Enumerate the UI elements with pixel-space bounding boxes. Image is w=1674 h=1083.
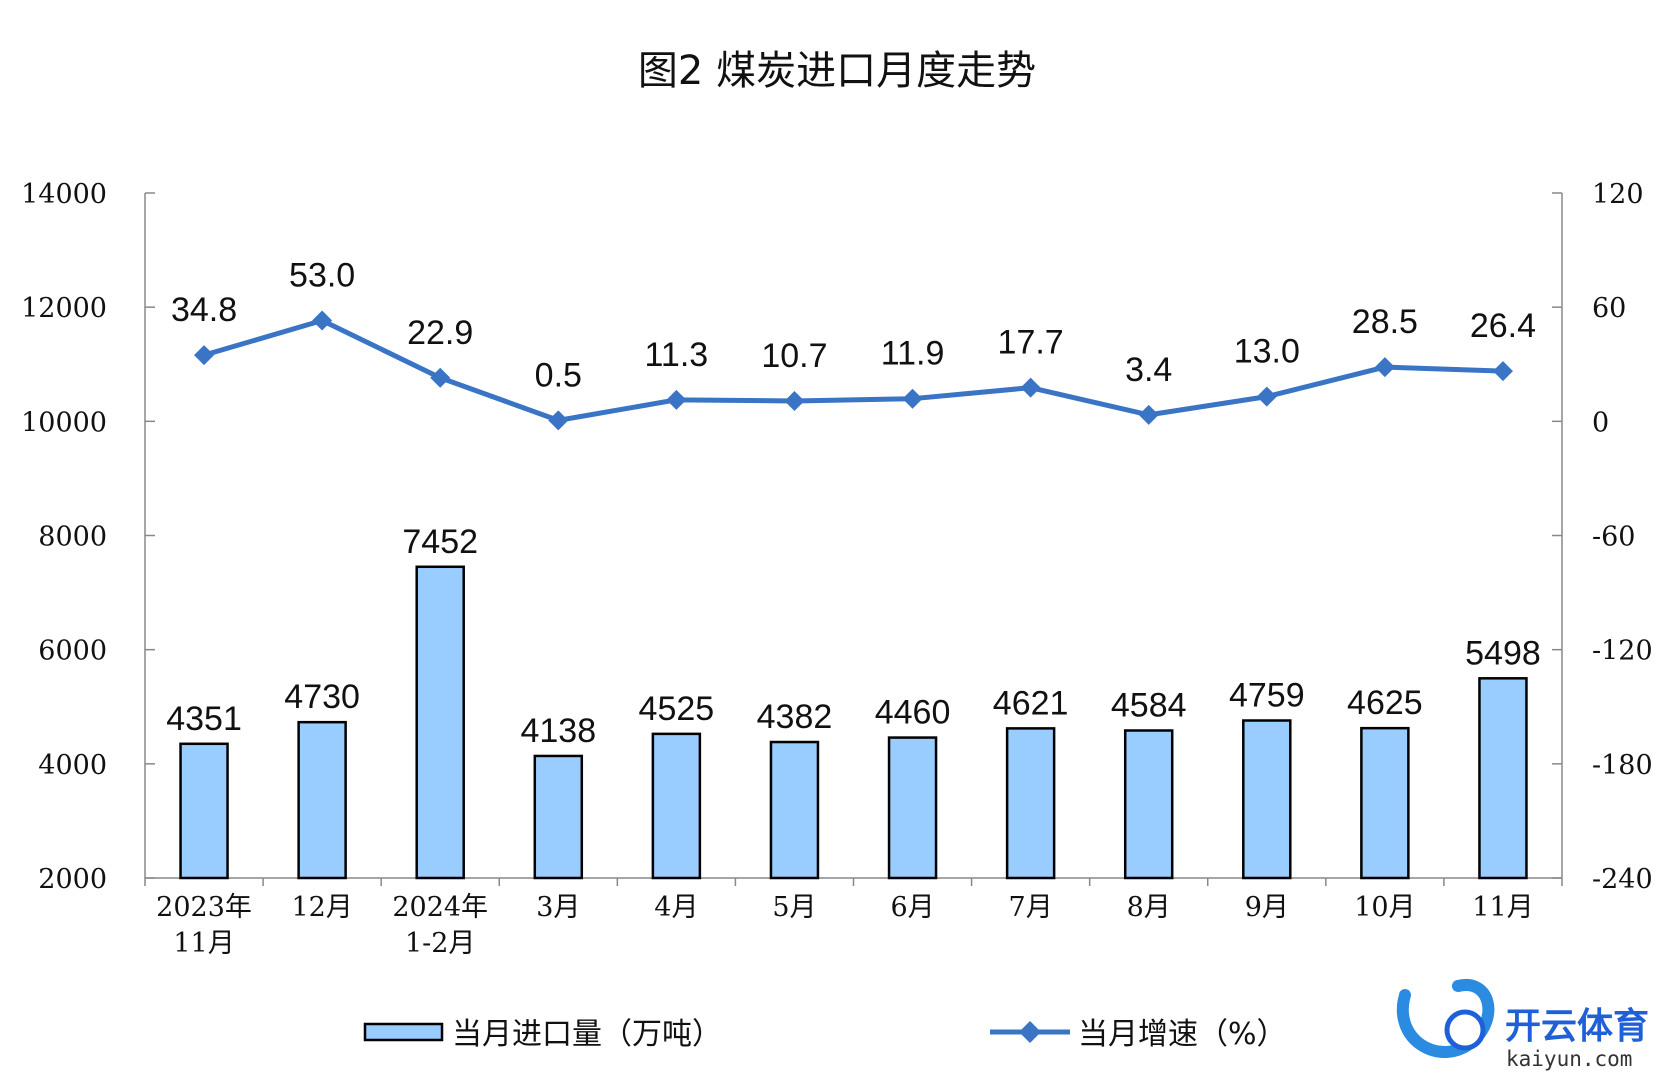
line-point-marker (666, 389, 687, 410)
x-category-label: 6月 (890, 892, 934, 923)
growth-line (203, 317, 1504, 423)
bar (651, 732, 702, 880)
x-category-label: 11月 (1472, 892, 1533, 923)
x-category-label: 12月 (291, 892, 352, 923)
line-point-marker (1492, 361, 1513, 382)
bar (769, 740, 820, 880)
line-value-label: 17.7 (998, 324, 1064, 362)
chart-title: 图2 煤炭进口月度走势 (638, 48, 1036, 94)
bar (1005, 727, 1056, 880)
bar-series (179, 565, 1528, 880)
line-point-marker (194, 345, 215, 366)
x-category-label: 8月 (1127, 892, 1171, 923)
legend-bar-swatch (363, 1022, 444, 1042)
line-value-label: 11.9 (881, 335, 945, 373)
bar-value-label: 4621 (993, 684, 1069, 722)
bar (415, 565, 465, 880)
left-tick-label: 4000 (38, 750, 107, 781)
line-value-label: 3.4 (1125, 351, 1172, 389)
line-value-label: 11.3 (645, 336, 709, 374)
left-tick-label: 14000 (21, 179, 107, 210)
watermark-subtext: kaiyun.com (1506, 1047, 1632, 1071)
bar (1360, 726, 1410, 880)
right-tick-label: -180 (1592, 750, 1653, 781)
x-category-label: 4月 (654, 892, 698, 923)
legend-line-marker (1019, 1021, 1041, 1043)
soccer-ball-icon (1444, 1009, 1486, 1051)
line-series (194, 310, 1513, 431)
bar-value-label: 4382 (757, 698, 833, 736)
bar-value-label: 4525 (639, 690, 715, 728)
x-category-label: 5月 (772, 892, 816, 923)
legend: 当月进口量（万吨） 当月增速（%） (363, 1017, 1287, 1052)
watermark-text: 开云体育 (1505, 1006, 1649, 1047)
line-point-marker (1256, 386, 1277, 407)
right-tick-label: -60 (1592, 522, 1635, 553)
right-tick-label: -240 (1592, 864, 1653, 895)
right-tick-label: 60 (1592, 293, 1626, 324)
line-value-label: 0.5 (535, 356, 582, 394)
left-tick-label: 2000 (38, 864, 107, 895)
x-category-label: 10月 (1354, 892, 1415, 923)
line-point-marker (784, 390, 805, 411)
bar (297, 720, 347, 880)
bar-value-label: 4138 (520, 712, 596, 750)
line-point-marker (548, 410, 569, 431)
right-tick-label: 120 (1592, 179, 1644, 210)
bar-value-label: 4584 (1111, 686, 1187, 724)
legend-line-label: 当月增速（%） (1078, 1017, 1287, 1052)
bar (179, 742, 229, 880)
x-category-label: 1-2月 (405, 928, 475, 959)
x-category-label: 9月 (1245, 892, 1289, 923)
bar-value-label: 4730 (284, 678, 360, 716)
line-point-marker (902, 388, 923, 409)
legend-bar-label: 当月进口量（万吨） (452, 1017, 722, 1052)
line-point-marker (312, 310, 333, 331)
x-category-label: 2023年 (156, 892, 252, 923)
bar-value-label: 5498 (1465, 634, 1541, 672)
x-category-label: 2024年 (392, 892, 488, 923)
line-value-label: 26.4 (1470, 307, 1536, 345)
bar (887, 736, 938, 880)
line-point-marker (430, 367, 451, 388)
x-category-label: 11月 (173, 928, 234, 959)
line-value-label: 34.8 (171, 291, 237, 329)
bar (1242, 719, 1292, 880)
bar (1123, 729, 1174, 880)
left-tick-label: 12000 (21, 293, 107, 324)
line-point-marker (1020, 377, 1041, 398)
bar (1478, 677, 1528, 880)
x-category-label: 7月 (1009, 892, 1053, 923)
watermark-logo: 开云体育 kaiyun.com (1396, 979, 1649, 1071)
line-value-label: 53.0 (289, 256, 355, 294)
left-tick-label: 10000 (21, 407, 107, 438)
axes: 2000 4000 6000 8000 10000 12000 14000 -240 -180 -… (21, 179, 1653, 895)
line-value-label: 13.0 (1234, 333, 1300, 371)
line-point-marker (1138, 404, 1159, 425)
x-axis-labels: 2023年 11月 12月 2024年 1-2月 3月 4月 5月 6月 7月 8月 9月 10月 11月 (156, 892, 1533, 959)
x-category-label: 3月 (536, 892, 580, 923)
left-tick-label: 8000 (38, 522, 107, 553)
line-point-marker (1374, 357, 1395, 378)
bar-value-label: 4759 (1229, 677, 1305, 715)
line-value-label: 10.7 (761, 337, 827, 375)
bar-value-label: 4625 (1347, 684, 1423, 722)
bar-value-label: 7452 (402, 523, 478, 561)
right-tick-label: -120 (1592, 636, 1653, 667)
line-value-label: 28.5 (1352, 303, 1418, 341)
bar (533, 754, 584, 880)
data-labels: 4351 4730 7452 4138 4525 4382 4460 4621 4584 4759… (166, 256, 1541, 749)
bar-value-label: 4460 (875, 694, 951, 732)
left-tick-label: 6000 (38, 636, 107, 667)
bar-value-label: 4351 (166, 700, 242, 738)
line-value-label: 22.9 (407, 314, 473, 352)
right-tick-label: 0 (1592, 407, 1609, 438)
